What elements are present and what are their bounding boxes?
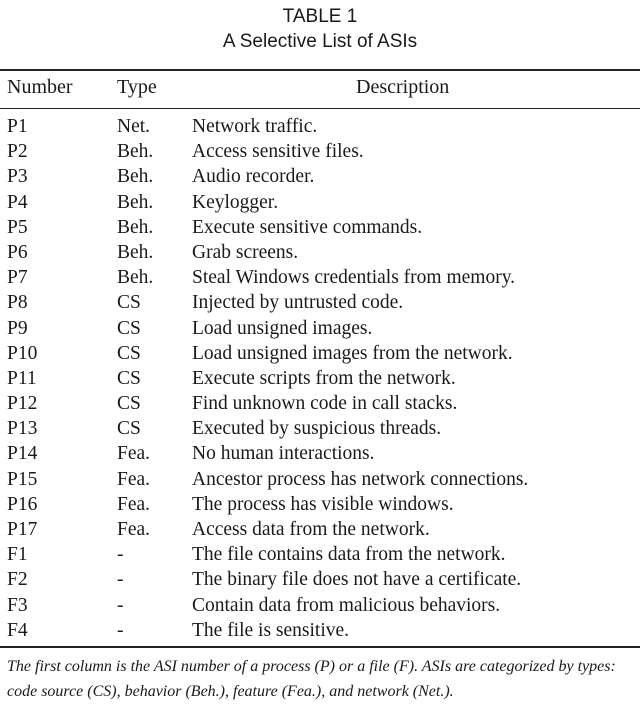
- cell-description: Execute scripts from the network.: [192, 367, 456, 389]
- cell-type: Fea.: [117, 493, 151, 515]
- header-rule: [0, 108, 640, 109]
- table-row: P9 CS Load unsigned images.: [0, 316, 640, 341]
- table-row: P10 CS Load unsigned images from the netwo…: [0, 341, 640, 366]
- cell-description: Contain data from malicious behaviors.: [192, 594, 501, 616]
- cell-number: P14: [7, 443, 38, 465]
- cell-type: Fea.: [117, 443, 151, 465]
- cell-number: P2: [7, 141, 28, 163]
- table-body: P1 Net. Network traffic. P2 Beh. Access sensi…: [0, 114, 640, 643]
- cell-type: Fea.: [117, 519, 151, 540]
- cell-type: CS: [117, 367, 141, 389]
- table-row: P14 Fea. No human interactions.: [0, 441, 640, 466]
- cell-type: -: [117, 619, 124, 641]
- table-row: P12 CS Find unknown code in call stacks.: [0, 391, 640, 416]
- cell-description: Keylogger.: [192, 191, 279, 213]
- table-title: A Selective List of ASIs: [222, 31, 418, 52]
- cell-type: Beh.: [117, 216, 154, 238]
- cell-type: CS: [117, 317, 141, 339]
- cell-type: -: [117, 569, 124, 591]
- cell-number: P15: [7, 468, 38, 490]
- table-row: P13 CS Executed by suspicious threads.: [0, 416, 640, 441]
- cell-type: CS: [117, 292, 141, 314]
- cell-number: P1: [7, 116, 28, 137]
- cell-description: Ancestor process has network connections…: [192, 468, 529, 490]
- cell-description: Audio recorder.: [192, 166, 315, 188]
- cell-number: P7: [7, 267, 28, 289]
- cell-description: Executed by suspicious threads.: [192, 418, 442, 440]
- header-description: Description: [356, 76, 450, 98]
- cell-type: Beh.: [117, 166, 154, 188]
- cell-description: Injected by untrusted code.: [192, 292, 404, 314]
- header-number: Number: [7, 76, 73, 98]
- cell-number: P5: [7, 216, 28, 238]
- cell-description: The binary file does not have a certific…: [192, 569, 522, 591]
- table-row: F2 - The binary file does not have a certi…: [0, 567, 640, 592]
- cell-number: P9: [7, 317, 28, 339]
- cell-number: P17: [7, 519, 38, 540]
- cell-number: P13: [7, 418, 38, 440]
- cell-description: Execute sensitive commands.: [192, 216, 423, 238]
- table-row: P16 Fea. The process has visible windows.: [0, 492, 640, 517]
- bottom-rule: [0, 646, 640, 648]
- table-row: F4 - The file is sensitive.: [0, 618, 640, 643]
- cell-description: Access sensitive files.: [192, 141, 364, 163]
- cell-type: Net.: [117, 116, 151, 137]
- cell-description: Network traffic.: [192, 116, 318, 137]
- table-row: P11 CS Execute scripts from the network.: [0, 366, 640, 391]
- cell-description: Grab screens.: [192, 241, 299, 263]
- cell-description: The file contains data from the network.: [192, 544, 506, 566]
- table-row: F1 - The file contains data from the netwo…: [0, 542, 640, 567]
- cell-type: Fea.: [117, 468, 151, 490]
- table-row: P5 Beh. Execute sensitive commands.: [0, 215, 640, 240]
- table-number: TABLE 1: [282, 6, 358, 27]
- cell-type: -: [117, 544, 124, 566]
- cell-description: Load unsigned images.: [192, 317, 373, 339]
- cell-number: P4: [7, 191, 28, 213]
- table-row: P15 Fea. Ancestor process has network conn…: [0, 467, 640, 492]
- cell-type: Beh.: [117, 141, 154, 163]
- table-header-row: Number Type Description: [0, 76, 640, 104]
- table-row: P3 Beh. Audio recorder.: [0, 164, 640, 189]
- cell-number: P11: [7, 367, 37, 389]
- table-row: P8 CS Injected by untrusted code.: [0, 290, 640, 315]
- cell-type: CS: [117, 418, 141, 440]
- header-type: Type: [117, 76, 157, 98]
- cell-number: P16: [7, 493, 38, 515]
- table-caption: TABLE 1 A Selective List of ASIs: [0, 0, 640, 54]
- cell-description: No human interactions.: [192, 443, 375, 465]
- cell-description: The file is sensitive.: [192, 619, 350, 641]
- cell-description: Access data from the network.: [192, 519, 430, 540]
- cell-type: Beh.: [117, 241, 154, 263]
- cell-number: P12: [7, 393, 38, 415]
- cell-number: F2: [7, 569, 28, 591]
- table-row: P6 Beh. Grab screens.: [0, 240, 640, 265]
- table-footnote: The first column is the ASI number of a …: [7, 658, 616, 700]
- table-row: P4 Beh. Keylogger.: [0, 190, 640, 215]
- cell-type: -: [117, 594, 124, 616]
- table-row: P1 Net. Network traffic.: [0, 114, 640, 139]
- cell-description: Load unsigned images from the network.: [192, 342, 513, 364]
- cell-number: P8: [7, 292, 28, 314]
- table-row: P17 Fea. Access data from the network.: [0, 517, 640, 542]
- cell-type: CS: [117, 393, 141, 415]
- top-rule: [0, 69, 640, 71]
- cell-number: F1: [7, 544, 28, 566]
- cell-number: F3: [7, 594, 28, 616]
- cell-type: CS: [117, 342, 141, 364]
- cell-description: Find unknown code in call stacks.: [192, 393, 458, 415]
- cell-number: P6: [7, 241, 28, 263]
- table-row: F3 - Contain data from malicious behaviors…: [0, 593, 640, 618]
- cell-description: Steal Windows credentials from memory.: [192, 267, 516, 289]
- cell-description: The process has visible windows.: [192, 493, 454, 515]
- table-row: P2 Beh. Access sensitive files.: [0, 139, 640, 164]
- cell-number: P10: [7, 342, 38, 364]
- cell-type: Beh.: [117, 267, 154, 289]
- table-row: P7 Beh. Steal Windows credentials from mem…: [0, 265, 640, 290]
- cell-number: F4: [7, 619, 28, 641]
- cell-type: Beh.: [117, 191, 154, 213]
- cell-number: P3: [7, 166, 28, 188]
